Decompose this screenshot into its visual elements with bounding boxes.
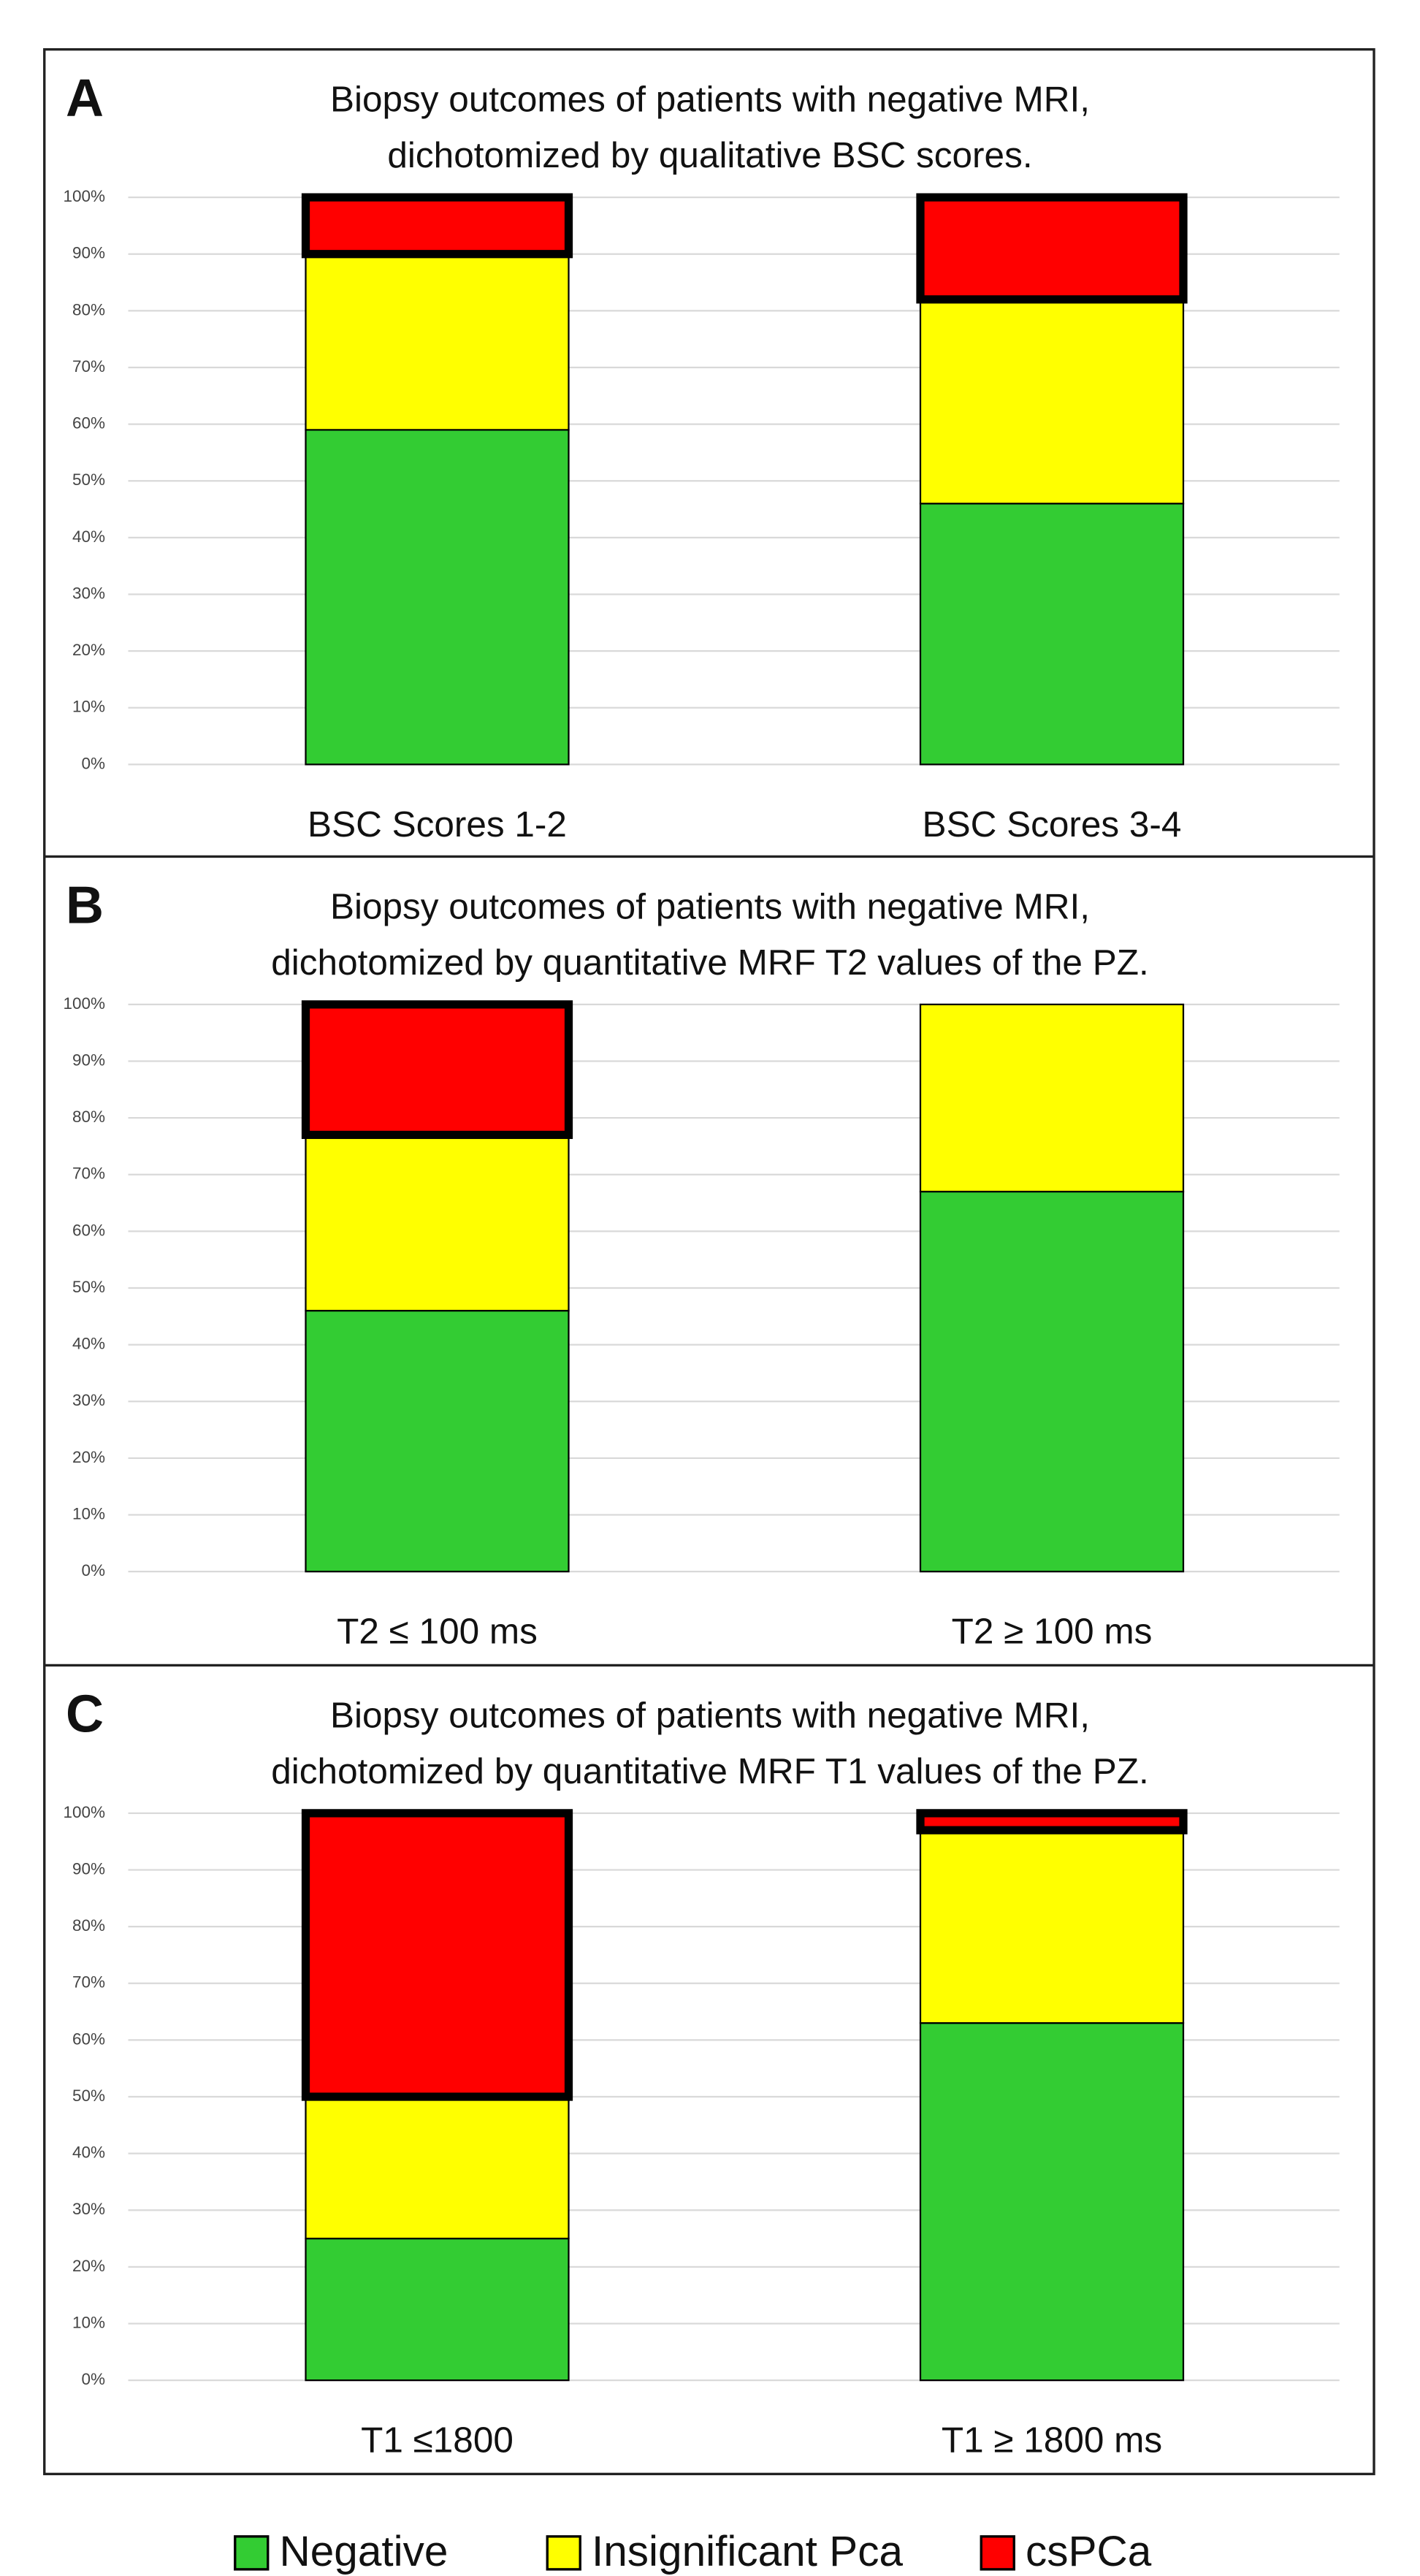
y-tick-label: 80%: [72, 1916, 105, 1935]
bar-segment: [305, 1309, 570, 1573]
x-tick-label: BSC Scores 1-2: [308, 804, 567, 845]
y-tick-label: 10%: [72, 1504, 105, 1523]
legend-swatch: [980, 2535, 1015, 2571]
frame: [43, 47, 1375, 2476]
x-tick-label: T1 ≤1800: [361, 2420, 514, 2461]
bar-segment: [305, 429, 570, 766]
y-tick-label: 10%: [72, 2313, 105, 2331]
y-tick-label: 0%: [81, 2370, 105, 2388]
chart-title: dichotomized by qualitative BSC scores.: [387, 135, 1032, 175]
x-tick-label: T1 ≥ 1800 ms: [942, 2420, 1162, 2461]
chart-title: Biopsy outcomes of patients with negativ…: [330, 1695, 1090, 1735]
y-tick-label: 20%: [72, 1448, 105, 1466]
bar-segment: [301, 193, 573, 259]
y-tick-label: 0%: [81, 1561, 105, 1579]
bar-segment: [916, 193, 1188, 304]
bar-segment: [919, 1003, 1185, 1193]
bar-segment: [301, 1000, 573, 1140]
y-tick-label: 90%: [72, 1051, 105, 1069]
y-tick-label: 60%: [72, 1221, 105, 1239]
bar-segment: [916, 1809, 1188, 1834]
bar-segment: [305, 2237, 570, 2382]
x-tick-label: T2 ≤ 100 ms: [337, 1612, 538, 1652]
y-tick-label: 30%: [72, 2200, 105, 2218]
bar-segment: [919, 503, 1185, 766]
y-tick-label: 50%: [72, 470, 105, 489]
legend-label: Negative: [280, 2528, 448, 2575]
y-tick-label: 20%: [72, 641, 105, 659]
y-tick-label: 40%: [72, 1335, 105, 1353]
y-tick-label: 90%: [72, 244, 105, 262]
bar-segment: [919, 2021, 1185, 2382]
y-tick-label: 60%: [72, 414, 105, 432]
bar-segment: [919, 1829, 1185, 2024]
y-tick-label: 90%: [72, 1859, 105, 1878]
y-tick-label: 0%: [81, 754, 105, 772]
x-tick-label: T2 ≥ 100 ms: [952, 1612, 1153, 1652]
y-tick-label: 30%: [72, 584, 105, 602]
bar-segment: [301, 1809, 573, 2101]
y-tick-label: 40%: [72, 2144, 105, 2162]
bar-segment: [305, 2095, 570, 2240]
chart-title: Biopsy outcomes of patients with negativ…: [330, 80, 1090, 120]
y-tick-label: 100%: [63, 994, 105, 1013]
y-tick-label: 50%: [72, 2087, 105, 2105]
y-tick-label: 70%: [72, 1973, 105, 1992]
bar-segment: [305, 253, 570, 431]
y-tick-label: 10%: [72, 698, 105, 716]
bar-segment: [919, 1190, 1185, 1573]
y-tick-label: 20%: [72, 2257, 105, 2275]
y-tick-label: 40%: [72, 527, 105, 546]
y-tick-label: 80%: [72, 300, 105, 319]
x-tick-label: BSC Scores 3-4: [923, 804, 1182, 845]
y-tick-label: 60%: [72, 2030, 105, 2048]
y-tick-label: 100%: [63, 1803, 105, 1821]
chart-title: dichotomized by quantitative MRF T2 valu…: [271, 942, 1148, 983]
chart-title: Biopsy outcomes of patients with negativ…: [330, 886, 1090, 926]
y-tick-label: 30%: [72, 1391, 105, 1409]
y-tick-label: 70%: [72, 1165, 105, 1183]
y-tick-label: 100%: [63, 187, 105, 205]
legend-label: Insignificant Pca: [592, 2528, 903, 2575]
y-tick-label: 70%: [72, 357, 105, 376]
panel-label: C: [66, 1685, 104, 1743]
y-tick-label: 50%: [72, 1278, 105, 1296]
bar-segment: [305, 1134, 570, 1312]
legend-swatch: [234, 2535, 270, 2571]
chart-title: dichotomized by quantitative MRF T1 valu…: [271, 1751, 1148, 1791]
bar-segment: [919, 298, 1185, 505]
panel-label: B: [66, 876, 104, 934]
legend-label: csPCa: [1026, 2528, 1152, 2575]
legend-swatch: [546, 2535, 581, 2571]
panel-label: A: [66, 69, 104, 128]
y-tick-label: 80%: [72, 1108, 105, 1126]
